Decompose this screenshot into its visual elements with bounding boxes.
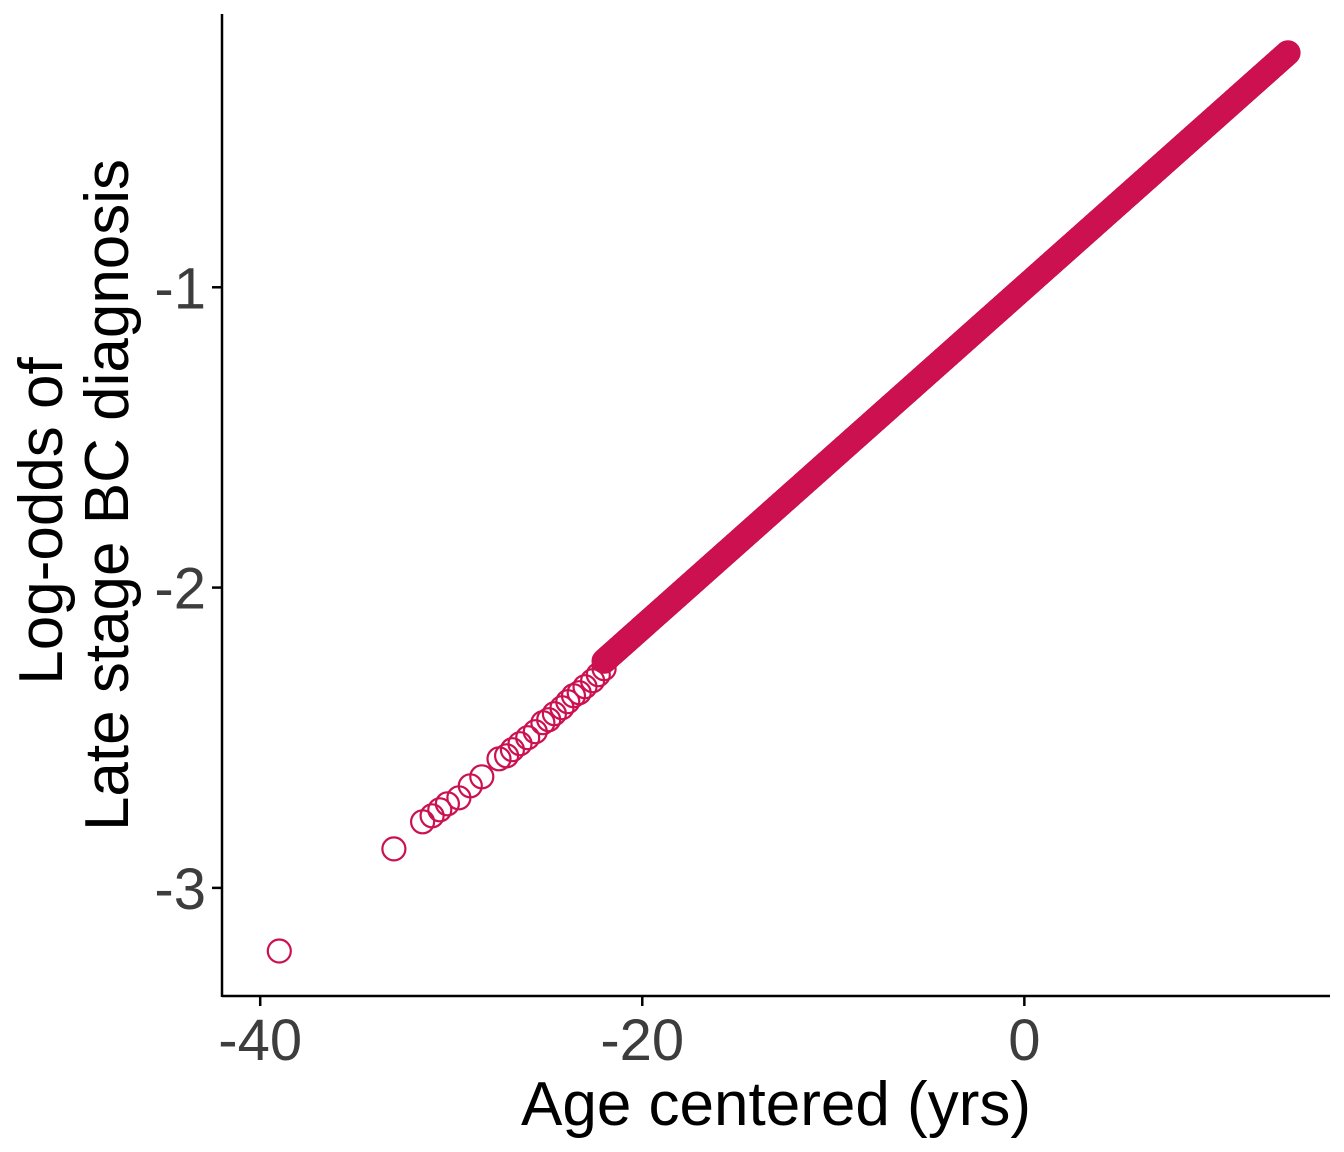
data-point xyxy=(469,764,495,790)
y-axis-title-line2: Late stage BC diagnosis xyxy=(73,159,142,831)
data-point xyxy=(1275,40,1301,66)
y-axis-title-line1: Log-odds of xyxy=(7,356,76,684)
x-axis-title: Age centered (yrs) xyxy=(521,1070,1031,1139)
y-tick-label: -1 xyxy=(154,256,206,321)
x-tick-label: -40 xyxy=(218,1008,302,1073)
data-point xyxy=(434,791,460,817)
y-axis-title: Log-odds of Late stage BC diagnosis xyxy=(7,159,142,831)
y-tick-label: -2 xyxy=(154,557,206,622)
x-axis-ticks: -40 -20 0 xyxy=(218,996,1040,1073)
y-tick-label: -3 xyxy=(154,857,206,922)
x-tick-label: -20 xyxy=(600,1008,684,1073)
data-point xyxy=(381,836,407,862)
data-point xyxy=(427,797,453,823)
data-point xyxy=(507,731,533,757)
x-tick-label: 0 xyxy=(1008,1008,1040,1073)
data-point xyxy=(515,725,541,751)
data-point xyxy=(494,743,520,769)
y-axis-ticks: -3 -2 -1 xyxy=(154,256,222,922)
points-layer xyxy=(266,40,1301,964)
data-point xyxy=(266,938,292,964)
